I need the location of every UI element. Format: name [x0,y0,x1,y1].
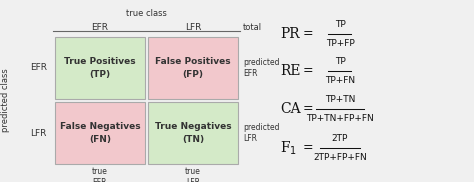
Bar [148,37,238,99]
Text: predicted
EFR: predicted EFR [243,58,280,78]
Text: TP+FN: TP+FN [325,76,355,85]
Text: =: = [303,141,313,155]
Text: TP: TP [335,57,346,66]
Text: 2TP: 2TP [332,134,348,143]
Text: true
LFR: true LFR [185,167,201,182]
Text: PR: PR [280,27,300,41]
Text: 2TP+FP+FN: 2TP+FP+FN [313,153,367,162]
Bar [55,102,145,164]
Text: =: = [303,27,313,41]
Bar [55,37,145,99]
Text: =: = [303,102,313,116]
Text: RE: RE [280,64,301,78]
Text: EFR: EFR [30,64,47,72]
Text: True Negatives
(TN): True Negatives (TN) [155,122,231,144]
Bar [148,102,238,164]
Text: False Positives
(FP): False Positives (FP) [155,57,231,79]
Text: predicted
LFR: predicted LFR [243,123,280,143]
Text: true class: true class [126,9,167,18]
Text: TP+TN: TP+TN [325,95,355,104]
Text: LFR: LFR [185,23,201,32]
Text: =: = [303,64,313,78]
Text: TP: TP [335,20,346,29]
Text: False Negatives
(FN): False Negatives (FN) [60,122,140,144]
Text: CA: CA [280,102,301,116]
Text: TP+TN+FP+FN: TP+TN+FP+FN [306,114,374,123]
Text: EFR: EFR [91,23,109,32]
Text: TP+FP: TP+FP [326,39,355,48]
Text: True Positives
(TP): True Positives (TP) [64,57,136,79]
Text: total: total [243,23,262,32]
Text: true
EFR: true EFR [92,167,108,182]
Text: $\mathregular{F}_1$: $\mathregular{F}_1$ [280,139,297,157]
Text: predicted class: predicted class [1,69,10,132]
Text: LFR: LFR [31,128,47,137]
